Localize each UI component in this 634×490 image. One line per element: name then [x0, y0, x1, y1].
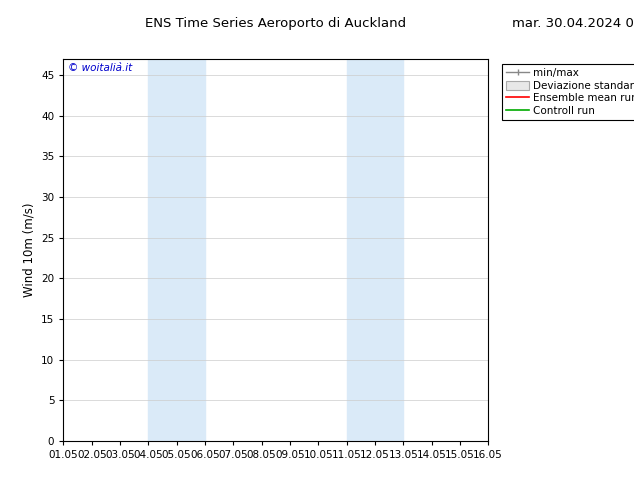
Bar	[148, 59, 205, 441]
Text: ENS Time Series Aeroporto di Auckland: ENS Time Series Aeroporto di Auckland	[145, 17, 406, 30]
Legend: min/max, Deviazione standard, Ensemble mean run, Controll run: min/max, Deviazione standard, Ensemble m…	[502, 64, 634, 120]
Y-axis label: Wind 10m (m/s): Wind 10m (m/s)	[23, 203, 36, 297]
Text: mar. 30.04.2024 06 UTC: mar. 30.04.2024 06 UTC	[512, 17, 634, 30]
Text: © woitalià.it: © woitalià.it	[68, 63, 132, 73]
Bar	[347, 59, 403, 441]
